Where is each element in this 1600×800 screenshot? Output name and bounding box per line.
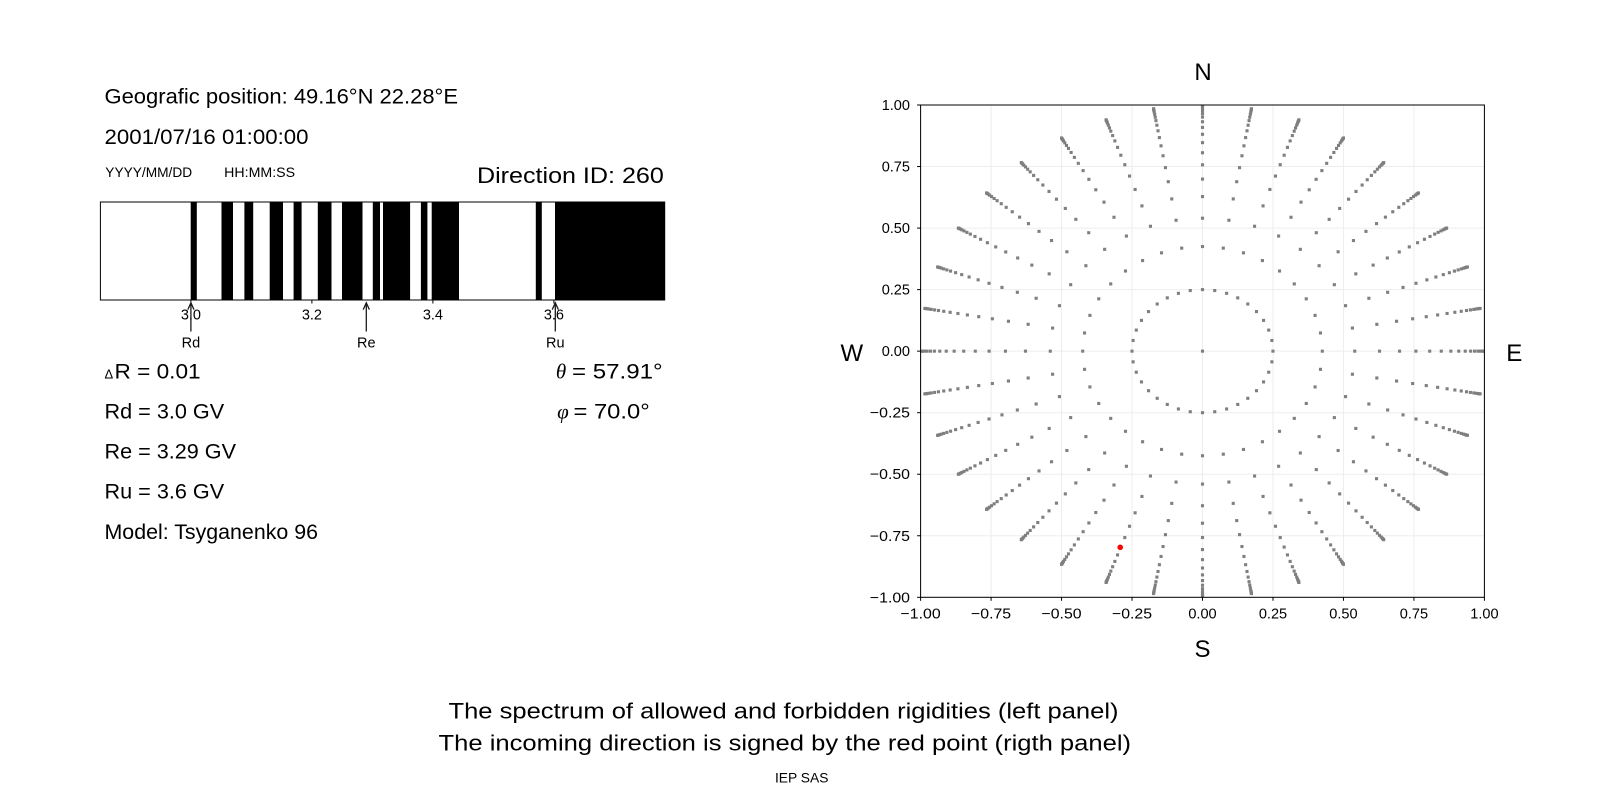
svg-text:Δ: Δ	[105, 367, 114, 382]
svg-text:−0.75: −0.75	[971, 606, 1011, 622]
svg-text:−0.50: −0.50	[1042, 606, 1082, 622]
svg-text:1.00: 1.00	[882, 98, 910, 114]
svg-text:0.00: 0.00	[882, 344, 910, 360]
svg-text:The incoming direction is sign: The incoming direction is signed by the …	[439, 731, 1132, 756]
svg-text:−1.00: −1.00	[901, 606, 941, 622]
svg-text:Geografic position: 49.16°N 22: Geografic position: 49.16°N 22.28°E	[105, 86, 459, 109]
svg-text:2001/07/16 01:00:00: 2001/07/16 01:00:00	[105, 126, 309, 149]
svg-text:Ru = 3.6 GV: Ru = 3.6 GV	[105, 481, 225, 504]
svg-text:Rd: Rd	[182, 336, 201, 352]
svg-text:Re = 3.29 GV: Re = 3.29 GV	[105, 441, 237, 464]
svg-text:= 57.91°: = 57.91°	[572, 361, 663, 384]
svg-text:0.25: 0.25	[882, 283, 910, 299]
svg-text:3.6: 3.6	[544, 307, 564, 323]
svg-text:0.00: 0.00	[1188, 606, 1216, 622]
svg-text:IEP SAS: IEP SAS	[775, 770, 829, 786]
svg-text:−0.25: −0.25	[870, 406, 910, 422]
svg-text:φ: φ	[557, 400, 569, 424]
svg-text:3.4: 3.4	[423, 307, 443, 323]
svg-text:Rd = 3.0 GV: Rd = 3.0 GV	[105, 401, 225, 424]
svg-text:W: W	[840, 340, 863, 367]
svg-text:Direction ID: 260: Direction ID: 260	[477, 163, 664, 188]
svg-text:0.50: 0.50	[882, 221, 910, 237]
svg-text:Model: Tsyganenko 96: Model: Tsyganenko 96	[105, 521, 319, 544]
svg-text:θ: θ	[556, 360, 566, 384]
svg-text:YYYY/MM/DD: YYYY/MM/DD	[105, 164, 192, 180]
svg-text:0.75: 0.75	[882, 160, 910, 176]
svg-text:−0.75: −0.75	[870, 529, 910, 545]
svg-text:R = 0.01: R = 0.01	[115, 361, 201, 384]
svg-text:S: S	[1194, 636, 1210, 663]
svg-text:1.00: 1.00	[1470, 606, 1498, 622]
svg-text:3.2: 3.2	[302, 307, 322, 323]
svg-text:−0.50: −0.50	[870, 467, 910, 483]
svg-text:0.75: 0.75	[1400, 606, 1428, 622]
svg-text:E: E	[1506, 340, 1522, 367]
svg-text:HH:MM:SS: HH:MM:SS	[224, 164, 295, 180]
svg-text:−0.25: −0.25	[1112, 606, 1152, 622]
svg-text:= 70.0°: = 70.0°	[574, 401, 650, 424]
svg-text:Ru: Ru	[546, 336, 565, 352]
svg-text:−1.00: −1.00	[870, 590, 910, 606]
svg-text:The spectrum of allowed and fo: The spectrum of allowed and forbidden ri…	[449, 699, 1119, 724]
svg-text:0.50: 0.50	[1329, 606, 1357, 622]
svg-text:Re: Re	[357, 336, 376, 352]
svg-text:0.25: 0.25	[1259, 606, 1287, 622]
svg-text:N: N	[1194, 59, 1211, 86]
